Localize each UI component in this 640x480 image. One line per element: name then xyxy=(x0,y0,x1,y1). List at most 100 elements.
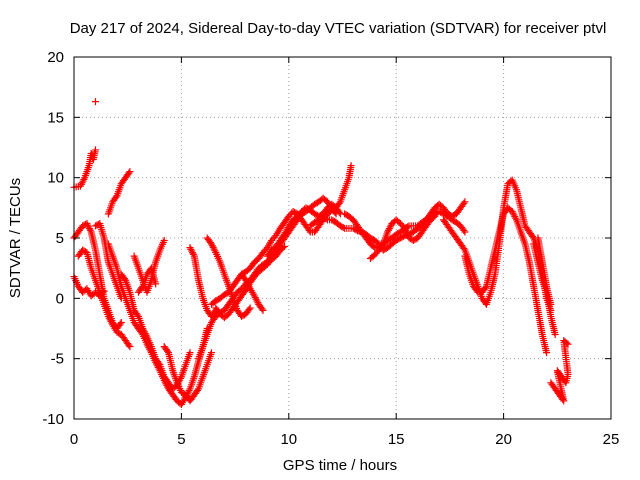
series-track-m xyxy=(203,234,254,320)
data-point-1-3-0 xyxy=(83,220,91,228)
data-point-11-0-2 xyxy=(188,247,196,255)
data-point-3-7-0 xyxy=(104,312,112,320)
data-point-25-8-2 xyxy=(563,339,571,347)
data-point-0-end xyxy=(91,146,99,154)
data-point-9-end xyxy=(152,280,160,288)
y-tick-label-6: 20 xyxy=(47,49,64,66)
data-point-7-0-3 xyxy=(120,275,128,283)
data-point-22-11-4 xyxy=(512,214,520,222)
series-outlier xyxy=(91,98,99,106)
data-point-6-18-4 xyxy=(185,387,193,395)
data-point-22-end xyxy=(543,349,551,357)
data-point-12-9-3 xyxy=(245,305,253,313)
data-point-16-3-3 xyxy=(253,297,261,305)
data-point-16-1-2 xyxy=(244,280,252,288)
x-tick-label-0: 0 xyxy=(70,431,78,448)
data-point-5-1-3 xyxy=(112,193,120,201)
series-track-f xyxy=(104,168,134,218)
data-point-21-20-3 xyxy=(529,232,537,240)
data-point-1-3-4 xyxy=(86,226,94,234)
x-tick-label-2: 10 xyxy=(280,431,297,448)
data-point-8-end xyxy=(160,236,168,244)
data-point-16-3-0 xyxy=(250,292,258,300)
data-point-3-11-3 xyxy=(125,341,133,349)
data-point-10-7-3 xyxy=(194,386,202,394)
series-track-j xyxy=(134,264,160,296)
data-point-0-1-0 xyxy=(76,182,84,190)
data-point-23-end xyxy=(551,331,559,339)
y-tick-label-1: -5 xyxy=(51,351,64,368)
data-point-16-1-1 xyxy=(243,278,251,286)
x-tick-label-5: 25 xyxy=(603,431,620,448)
data-point-12-1-4 xyxy=(211,247,219,255)
data-point-11-0-4 xyxy=(189,250,197,258)
data-point-11-0-1 xyxy=(187,245,195,253)
data-point-17-4-3 xyxy=(283,225,291,233)
data-point-7-3-3 xyxy=(133,311,141,319)
data-point-16-3-2 xyxy=(252,295,260,303)
data-point-14-end xyxy=(347,162,355,170)
data-point-20-2-3 xyxy=(378,242,386,250)
data-point-20-14-2 xyxy=(429,213,437,221)
series-track-d xyxy=(74,246,134,351)
data-point-20-4-2 xyxy=(385,225,393,233)
data-point-5-4-3 xyxy=(125,169,133,177)
data-points-layer xyxy=(70,98,572,409)
x-axis-label: GPS time / hours xyxy=(283,457,397,474)
data-point-17-16-3 xyxy=(335,208,343,216)
data-point-1-3-3 xyxy=(85,225,93,233)
data-point-16-1-0 xyxy=(242,276,250,284)
data-point-14-29-3 xyxy=(335,199,343,207)
data-point-16-end xyxy=(259,306,267,314)
data-point-11-0-3 xyxy=(189,249,197,257)
data-point-12-1-3 xyxy=(210,245,218,253)
series-track-y xyxy=(534,234,555,308)
data-point-12-end xyxy=(246,304,254,312)
data-point-22-11-0 xyxy=(508,207,516,215)
x-tick-label-1: 5 xyxy=(177,431,185,448)
data-point-7-5-4 xyxy=(142,331,150,339)
series-track-q xyxy=(238,270,267,314)
series-track-u xyxy=(366,212,439,263)
data-point-10-0-3 xyxy=(163,347,171,355)
data-point-1-end xyxy=(117,318,125,326)
series-track-z xyxy=(547,337,572,405)
series-track-i xyxy=(130,236,168,296)
grid-layer xyxy=(74,57,611,419)
data-point-22-4-3 xyxy=(481,284,489,292)
data-point-3-7-2 xyxy=(106,316,114,324)
data-point-22-2-3 xyxy=(473,287,481,295)
data-point-7-5-1 xyxy=(140,326,148,334)
data-point-7-5-3 xyxy=(141,330,149,338)
data-point-20-7-2 xyxy=(399,223,407,231)
ticks-layer: -10 -5 0 5 10 15 20 0 5 10 15 20 25 xyxy=(42,49,619,448)
data-point-17-4-1 xyxy=(281,229,289,237)
series-track-a xyxy=(70,146,99,191)
series-track-r xyxy=(263,200,344,260)
y-tick-label-2: 0 xyxy=(56,290,64,307)
series-track-o xyxy=(207,162,355,308)
data-point-7-8-3 xyxy=(155,359,163,367)
data-point-15-15-2 xyxy=(279,244,287,252)
data-point-2-end xyxy=(100,287,108,295)
data-point-1-10-3 xyxy=(116,320,124,328)
data-point-1-3-2 xyxy=(85,223,93,231)
data-point-14-22-3 xyxy=(305,226,313,234)
data-point-16-1-3 xyxy=(244,281,252,289)
data-point-12-1-0 xyxy=(207,240,215,248)
data-point-19-end xyxy=(461,198,469,206)
data-point-12-1-2 xyxy=(209,243,217,251)
data-point-19-27-3 xyxy=(460,199,468,207)
data-point-0-1-4 xyxy=(80,175,88,183)
data-point-3-7-1 xyxy=(105,314,113,322)
data-point-16-4-3 xyxy=(258,305,266,313)
series-track-t xyxy=(341,198,469,254)
y-tick-label-5: 15 xyxy=(47,109,64,126)
data-point-20-end xyxy=(431,212,439,220)
data-point-24-end xyxy=(547,300,555,308)
data-point-10-end xyxy=(207,349,215,357)
data-point-25-end xyxy=(564,340,572,348)
y-tick-label-0: -10 xyxy=(42,411,64,428)
data-point-21-4-3 xyxy=(460,245,468,253)
